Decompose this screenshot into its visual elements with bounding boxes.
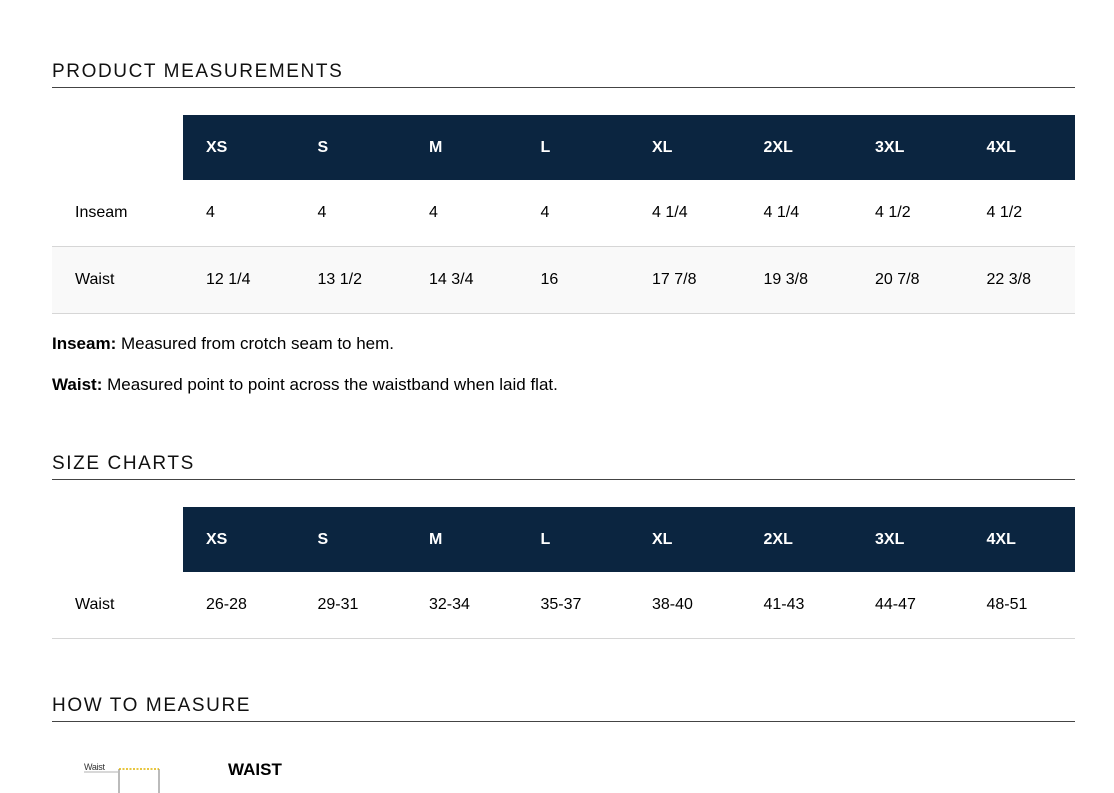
header-blank-cell [52, 507, 183, 572]
size-header-xs: XS [183, 115, 295, 180]
diagram-label: Waist [84, 762, 105, 772]
size-charts-table: XS S M L XL 2XL 3XL 4XL Waist 26-28 29-3… [52, 507, 1075, 639]
table-cell: 4 1/4 [740, 180, 852, 247]
table-cell: 32-34 [406, 572, 518, 639]
size-header-m: M [406, 507, 518, 572]
table-cell: 4 1/4 [629, 180, 741, 247]
table-cell: 19 3/8 [740, 246, 852, 314]
how-to-measure-title: HOW TO MEASURE [52, 695, 1075, 722]
inseam-note: Inseam: Measured from crotch seam to hem… [52, 334, 394, 354]
table-cell: 48-51 [963, 572, 1075, 639]
size-header-3xl: 3XL [852, 115, 964, 180]
shorts-waist-diagram: Waist [84, 762, 160, 793]
table-cell: 12 1/4 [183, 246, 295, 314]
table-cell: 20 7/8 [852, 246, 964, 314]
size-header-m: M [406, 115, 518, 180]
table-cell: 35-37 [517, 572, 629, 639]
size-header-s: S [294, 507, 406, 572]
table-cell: 41-43 [740, 572, 852, 639]
note-text: Measured point to point across the waist… [102, 375, 558, 394]
size-header-l: L [517, 115, 629, 180]
table-cell: 22 3/8 [963, 246, 1075, 314]
row-label: Waist [52, 246, 183, 314]
size-header-4xl: 4XL [963, 507, 1075, 572]
size-header-2xl: 2XL [740, 507, 852, 572]
waist-note: Waist: Measured point to point across th… [52, 375, 558, 395]
note-term: Inseam: [52, 334, 117, 353]
table-cell: 4 [183, 180, 295, 247]
product-measurements-title: PRODUCT MEASUREMENTS [52, 61, 1075, 88]
note-term: Waist: [52, 375, 103, 394]
table-cell: 4 1/2 [852, 180, 964, 247]
table-row-inseam: Inseam 4 4 4 4 4 1/4 4 1/4 4 1/2 4 1/2 [52, 180, 1075, 247]
size-header-s: S [294, 115, 406, 180]
table-cell: 38-40 [629, 572, 741, 639]
waist-measure-heading: WAIST [228, 760, 282, 779]
size-header-3xl: 3XL [852, 507, 964, 572]
product-measurements-table: XS S M L XL 2XL 3XL 4XL Inseam 4 4 4 4 4… [52, 115, 1075, 314]
table-cell: 4 1/2 [963, 180, 1075, 247]
table-row-waist: Waist 26-28 29-31 32-34 35-37 38-40 41-4… [52, 572, 1075, 639]
header-blank-cell [52, 115, 183, 180]
size-header-4xl: 4XL [963, 115, 1075, 180]
row-label: Waist [52, 572, 183, 639]
size-header-xs: XS [183, 507, 295, 572]
table-cell: 44-47 [852, 572, 964, 639]
table-cell: 4 [406, 180, 518, 247]
table-cell: 4 [294, 180, 406, 247]
table-cell: 13 1/2 [294, 246, 406, 314]
table-cell: 14 3/4 [406, 246, 518, 314]
size-header-l: L [517, 507, 629, 572]
size-header-xl: XL [629, 507, 741, 572]
table-cell: 16 [517, 246, 629, 314]
table-cell: 29-31 [294, 572, 406, 639]
table-cell: 26-28 [183, 572, 295, 639]
table-header-row: XS S M L XL 2XL 3XL 4XL [52, 115, 1075, 180]
size-charts-title: SIZE CHARTS [52, 453, 1075, 480]
size-header-2xl: 2XL [740, 115, 852, 180]
table-header-row: XS S M L XL 2XL 3XL 4XL [52, 507, 1075, 572]
note-text: Measured from crotch seam to hem. [116, 334, 395, 353]
size-header-xl: XL [629, 115, 741, 180]
row-label: Inseam [52, 180, 183, 247]
table-row-waist: Waist 12 1/4 13 1/2 14 3/4 16 17 7/8 19 … [52, 246, 1075, 314]
table-cell: 17 7/8 [629, 246, 741, 314]
table-cell: 4 [517, 180, 629, 247]
